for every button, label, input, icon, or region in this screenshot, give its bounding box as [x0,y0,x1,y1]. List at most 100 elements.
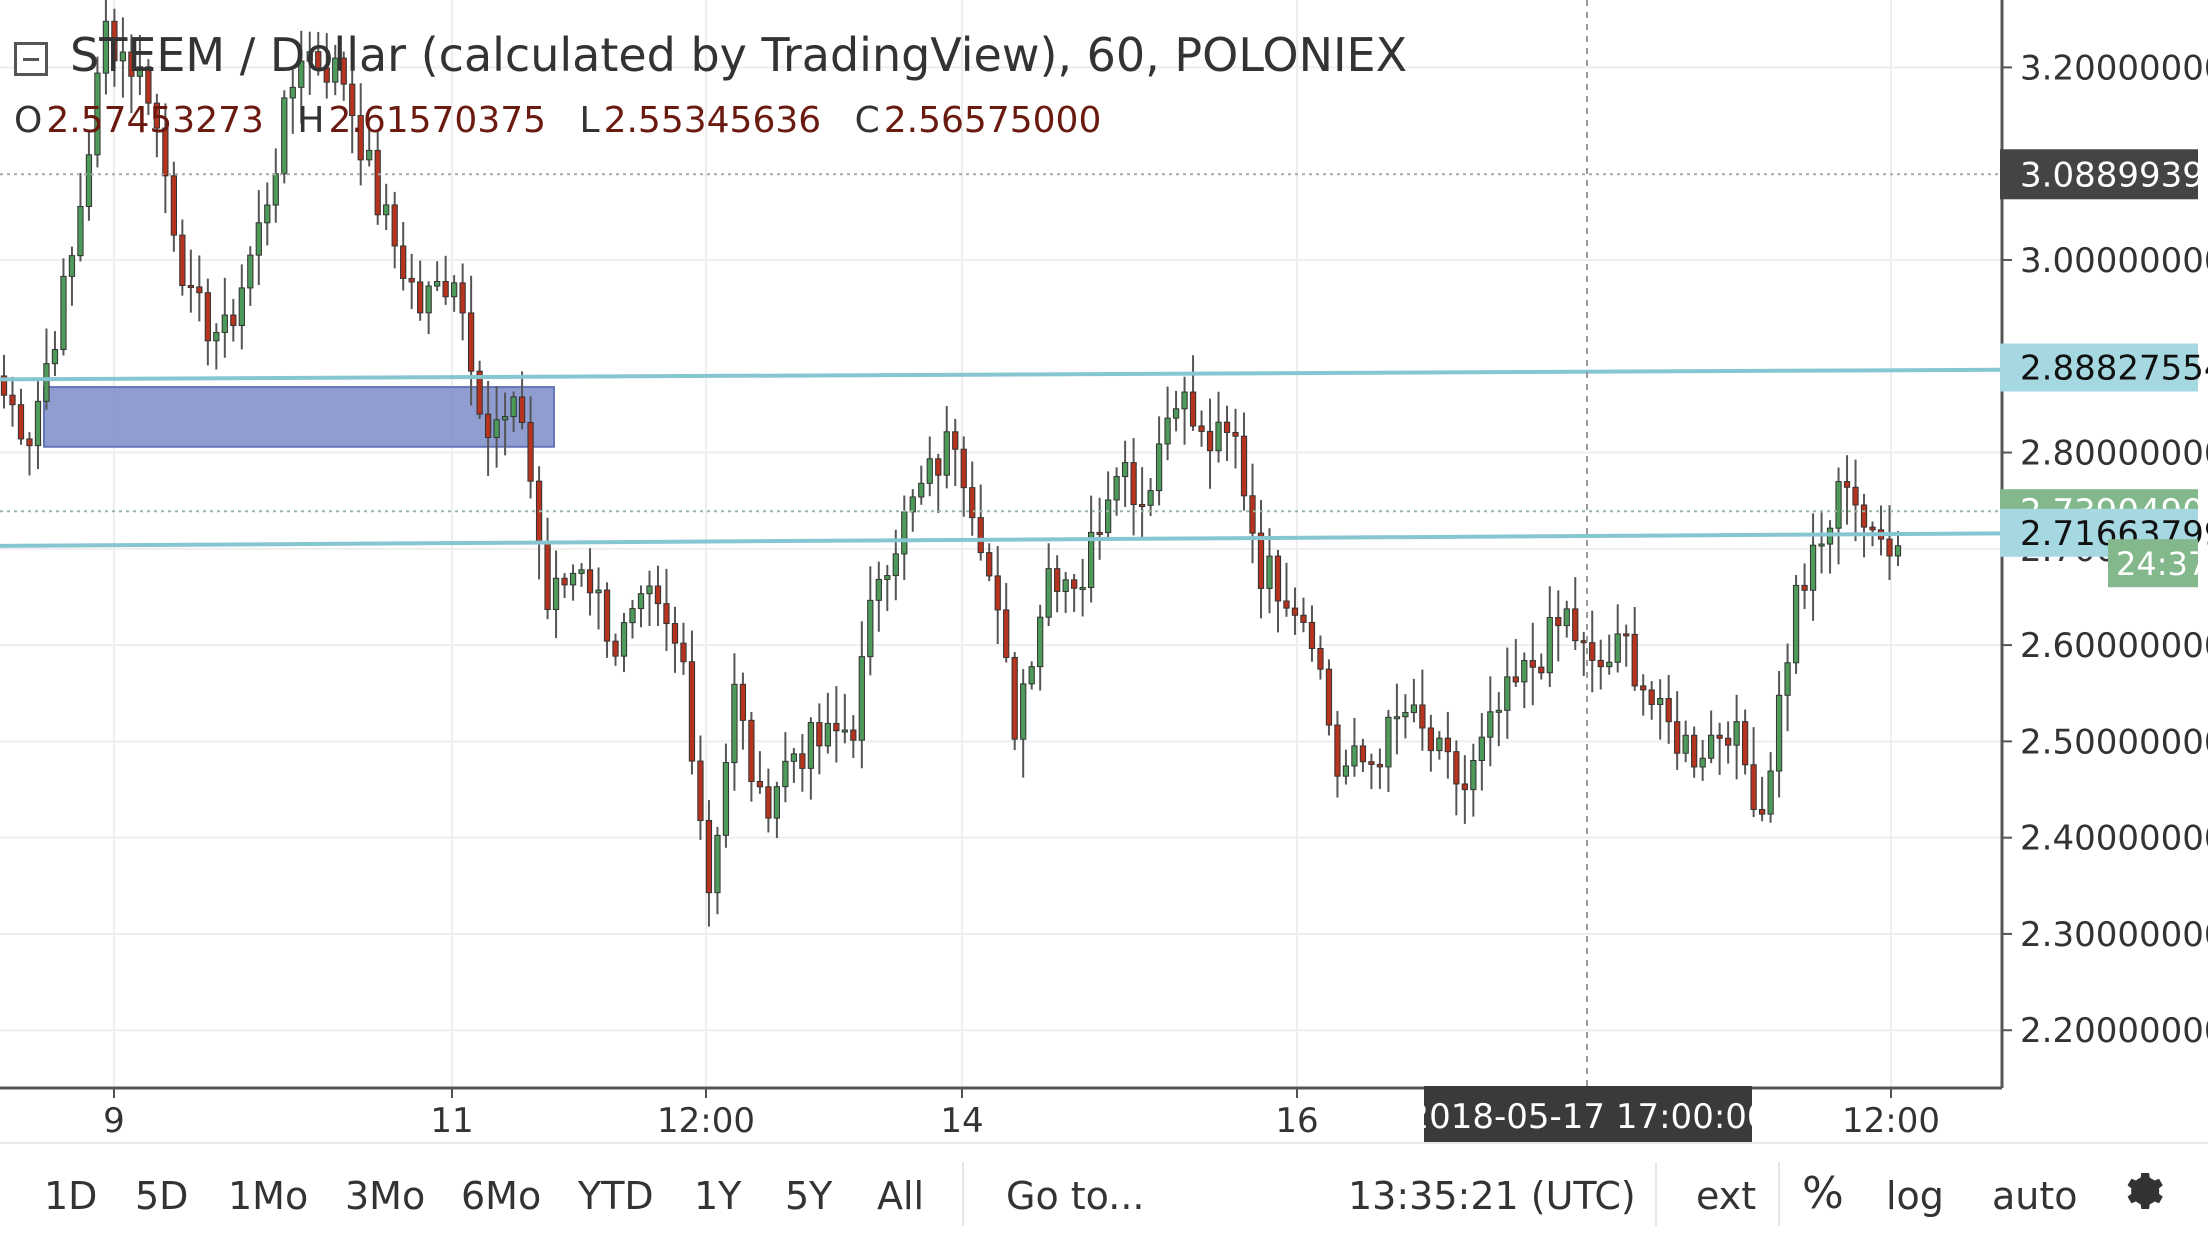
auto-scale-toggle[interactable]: auto [1992,1174,2078,1218]
range-1d-button[interactable]: 1D [44,1174,98,1218]
candle-body [187,284,194,288]
candle-body [1291,607,1299,616]
range-ytd-button[interactable]: YTD [578,1174,654,1218]
gear-icon[interactable] [2122,1168,2168,1214]
candle [255,190,262,285]
candle [901,495,908,580]
candle [1011,652,1018,751]
candle [722,743,730,848]
candle-body [1368,761,1375,765]
goto-date-button[interactable]: Go to... [1006,1174,1145,1218]
candle-body [1708,734,1715,759]
candle-body [1444,737,1451,753]
candle-body [1028,666,1035,685]
candle [1648,681,1655,720]
candle-body [1419,704,1426,729]
support-resistance-line[interactable] [0,531,2003,548]
candle [1775,670,1783,798]
candle [26,432,33,476]
collapse-legend-icon[interactable] [14,42,48,76]
candle-body [1325,668,1333,726]
candle-body [349,83,356,117]
candle-body [1691,734,1698,768]
candle [1699,739,1706,781]
utc-clock[interactable]: 13:35:21 (UTC) [1348,1174,1636,1218]
percent-scale-toggle[interactable]: % [1802,1168,1844,1219]
candle [1589,610,1596,693]
candle [697,735,704,840]
candle [484,380,492,476]
candle-body [1266,555,1273,589]
extended-hours-toggle[interactable]: ext [1696,1174,1757,1218]
candle-body [612,640,619,657]
candle [969,461,976,536]
candle [1835,467,1842,565]
range-all-button[interactable]: All [877,1174,925,1218]
candle [1240,412,1248,511]
range-5y-button[interactable]: 5Y [785,1174,833,1218]
candle-body [204,292,211,342]
candle [1088,495,1095,603]
candle-body [1546,617,1553,674]
candle-body [1801,584,1808,591]
candle-body [221,314,228,333]
candle-body [1758,808,1766,815]
candle [1606,634,1613,675]
candle [1198,410,1205,447]
candle [663,568,670,652]
range-3mo-button[interactable]: 3Mo [345,1174,426,1218]
ohlc-readout: O 2.57453273 H 2.61570375 L 2.55345636 C 2.5… [14,100,1123,141]
log-scale-toggle[interactable]: log [1886,1174,1944,1218]
candle-body [1215,421,1222,452]
candle [1028,661,1035,690]
candle-body [756,780,764,788]
price-chart[interactable]: 3.200000003.000000002.800000002.7002.600… [0,0,2208,1142]
candle [1860,493,1868,558]
candle [1410,678,1418,723]
candle [595,567,602,630]
support-resistance-line[interactable] [0,367,2003,382]
candle [739,672,747,750]
ohlc-low-value: 2.55345636 [603,100,822,141]
candle-body [1257,532,1265,589]
range-5d-button[interactable]: 5D [135,1174,189,1218]
candle [1232,408,1239,469]
candle-body [51,349,59,365]
candle-body [850,729,857,741]
candle-body [1385,716,1392,768]
candle [204,278,211,366]
candle-body [1835,481,1842,529]
candle-body [434,280,441,287]
candle-body [629,608,636,624]
candle-body [1071,579,1078,589]
candle [1538,653,1545,680]
candle [671,606,679,673]
candle-body [1189,391,1197,427]
candle [1614,604,1621,673]
candle [1359,738,1367,772]
range-1y-button[interactable]: 1Y [694,1174,742,1218]
zone-rect[interactable] [43,386,555,448]
candle [281,90,288,184]
candle [34,381,42,470]
candle [1725,721,1732,764]
candle-body [620,622,628,657]
candle [400,221,407,291]
candle [680,622,687,676]
candle-body [77,205,84,257]
candle-body [111,20,118,62]
candle [1104,471,1112,538]
candle [493,386,500,468]
range-1mo-button[interactable]: 1Mo [228,1174,309,1218]
candle [807,717,814,800]
candle-body [315,51,322,69]
candle-body [654,585,662,605]
range-6mo-button[interactable]: 6Mo [461,1174,542,1218]
candle-body [459,282,466,314]
candle-body [518,396,526,423]
last-price-label-bg [2000,149,2198,200]
candle [383,183,390,231]
candle [1818,512,1825,574]
candle [68,246,76,306]
candle-body [323,67,330,83]
